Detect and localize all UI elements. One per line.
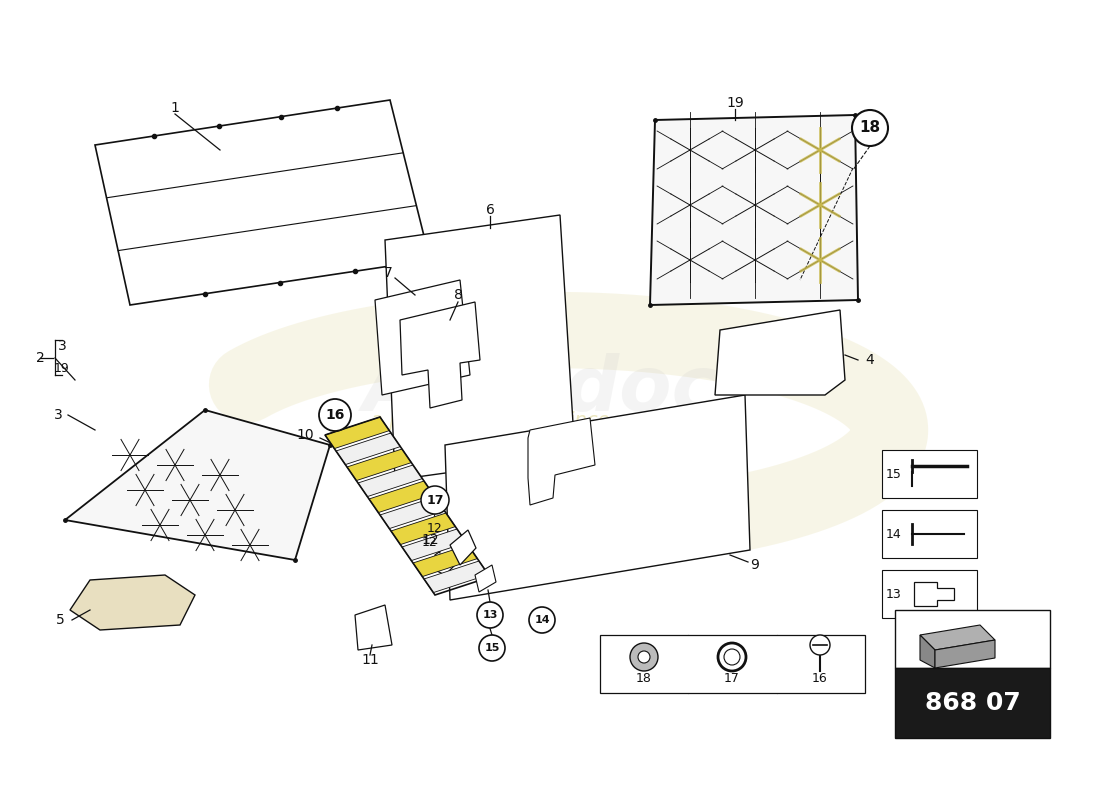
Polygon shape [434, 540, 462, 575]
Text: 4: 4 [866, 353, 874, 367]
Circle shape [630, 643, 658, 671]
Text: 15: 15 [887, 467, 902, 481]
Text: 3: 3 [57, 339, 66, 353]
Polygon shape [385, 215, 575, 480]
Text: 16: 16 [812, 673, 828, 686]
Text: 12: 12 [427, 522, 443, 534]
Text: 18: 18 [859, 121, 881, 135]
Bar [600, 635, 865, 693]
Text: 10: 10 [296, 428, 314, 442]
Text: 14: 14 [535, 615, 550, 625]
Polygon shape [402, 529, 466, 561]
Text: 12: 12 [421, 533, 439, 547]
Polygon shape [355, 605, 392, 650]
Polygon shape [400, 302, 480, 408]
Polygon shape [390, 513, 455, 545]
Polygon shape [379, 497, 444, 529]
Circle shape [421, 486, 449, 514]
Polygon shape [475, 565, 496, 592]
Text: 12: 12 [422, 535, 438, 549]
Text: a passion for parts since...: a passion for parts since... [372, 410, 629, 430]
Circle shape [478, 635, 505, 661]
Polygon shape [65, 410, 330, 560]
Text: 11: 11 [361, 653, 378, 667]
Polygon shape [920, 635, 935, 668]
Circle shape [724, 649, 740, 665]
Polygon shape [715, 310, 845, 395]
Polygon shape [424, 561, 488, 593]
Polygon shape [368, 481, 433, 513]
Text: 17: 17 [427, 494, 443, 506]
Bar [895, 668, 1050, 738]
Circle shape [638, 651, 650, 663]
Text: 18: 18 [636, 673, 652, 686]
Text: 14: 14 [887, 527, 902, 541]
Bar [882, 570, 977, 618]
Circle shape [718, 643, 746, 671]
Polygon shape [650, 115, 858, 305]
Circle shape [319, 399, 351, 431]
Text: 8: 8 [453, 288, 462, 302]
Text: 1: 1 [170, 101, 179, 115]
Polygon shape [346, 449, 411, 481]
Polygon shape [95, 100, 430, 305]
Bar [882, 450, 977, 498]
Text: 15: 15 [484, 643, 499, 653]
Text: 5: 5 [56, 613, 65, 627]
Text: 19: 19 [726, 96, 744, 110]
Text: Autodoc: Autodoc [363, 353, 717, 427]
Circle shape [810, 635, 830, 655]
Bar [882, 510, 977, 558]
Polygon shape [324, 417, 389, 449]
Circle shape [529, 607, 556, 633]
Text: 3: 3 [54, 408, 63, 422]
Polygon shape [450, 530, 476, 565]
Polygon shape [528, 418, 595, 505]
Circle shape [852, 110, 888, 146]
Text: 868 07: 868 07 [925, 691, 1021, 715]
Text: 9: 9 [750, 558, 759, 572]
Text: 17: 17 [724, 673, 740, 686]
Polygon shape [935, 640, 996, 668]
Polygon shape [358, 465, 422, 497]
Text: 13: 13 [887, 587, 902, 601]
Polygon shape [446, 395, 750, 600]
Circle shape [477, 602, 503, 628]
Text: 19: 19 [54, 362, 70, 374]
Polygon shape [920, 625, 996, 650]
Polygon shape [336, 433, 400, 465]
Polygon shape [412, 545, 477, 577]
Bar [895, 610, 1050, 668]
Text: 13: 13 [482, 610, 497, 620]
Text: 7: 7 [384, 266, 393, 280]
Polygon shape [375, 280, 470, 395]
Text: 16: 16 [326, 408, 344, 422]
Text: 6: 6 [485, 203, 494, 217]
Polygon shape [70, 575, 195, 630]
Polygon shape [914, 582, 954, 606]
Text: 2: 2 [35, 351, 44, 365]
